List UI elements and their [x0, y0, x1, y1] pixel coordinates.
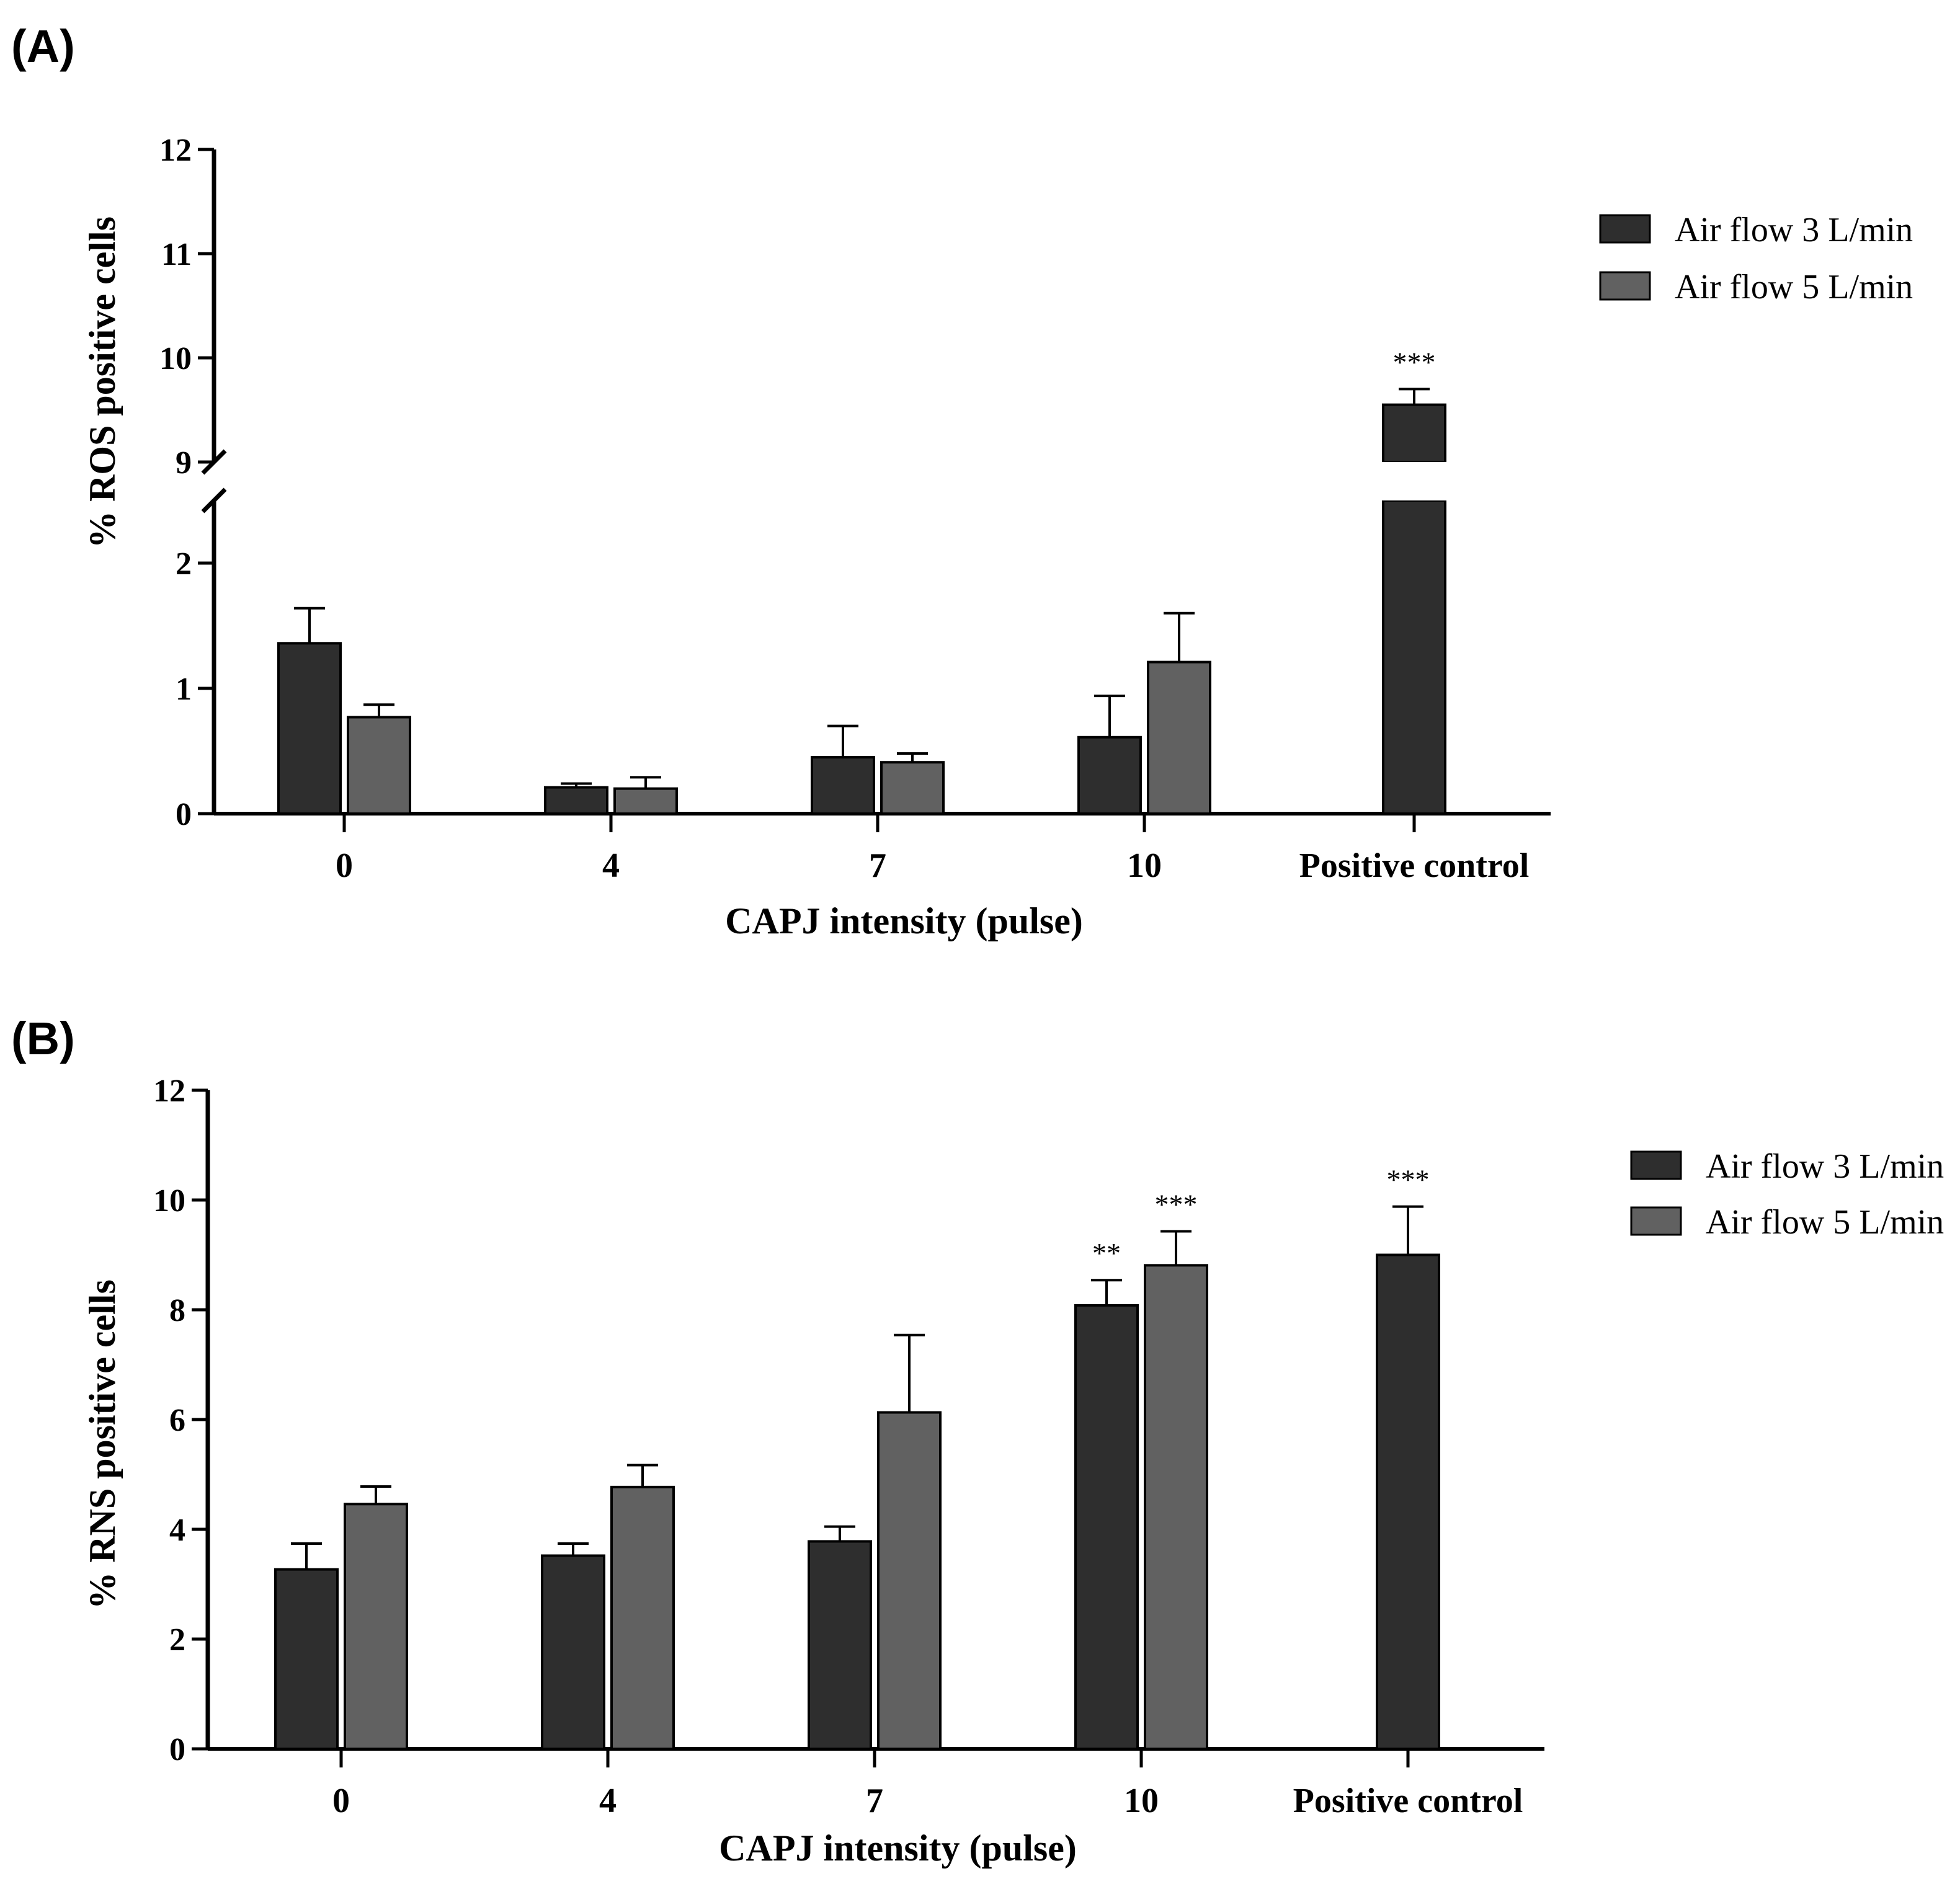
- y-tick-label: 4: [169, 1513, 185, 1548]
- y-axis-title: % ROS positive cells: [82, 216, 123, 548]
- bar: [811, 756, 875, 815]
- x-axis-title: CAPJ intensity (pulse): [725, 900, 1083, 941]
- legend-swatch: [1630, 1150, 1682, 1180]
- bar: [808, 1540, 872, 1750]
- bar: [1382, 403, 1446, 463]
- panel-label: (A): [11, 20, 75, 72]
- bar: [277, 642, 342, 816]
- x-tick-label: 4: [599, 1782, 617, 1820]
- bar: [877, 1411, 942, 1751]
- bar: [541, 1554, 605, 1750]
- panel-label: (B): [11, 1013, 75, 1064]
- panel-b: (B) 0 2 4 6 8 10 12 % RNS positive cells 0 4 7 10 Pos…: [11, 1013, 1944, 1869]
- bar: [1074, 1304, 1139, 1750]
- bar: [1147, 660, 1211, 815]
- bar: [1382, 499, 1446, 815]
- bar: [880, 761, 945, 816]
- legend-label: Air flow 5 L/min: [1706, 1203, 1944, 1242]
- bar: [610, 1485, 675, 1750]
- y-tick-label: 2: [169, 1622, 185, 1658]
- bar: [344, 1503, 408, 1751]
- bar: [544, 786, 608, 815]
- y-tick-label: 12: [159, 133, 192, 168]
- legend-swatch: [1630, 1206, 1682, 1236]
- x-tick-label: 10: [1124, 1782, 1159, 1820]
- legend-label: Air flow 3 L/min: [1675, 211, 1913, 249]
- axis-break-mark: [201, 487, 227, 513]
- y-tick-label: 12: [153, 1073, 185, 1109]
- x-tick-label: Positive control: [1293, 1782, 1523, 1820]
- y-tick-label: 0: [169, 1732, 185, 1767]
- y-tick-label: 8: [169, 1293, 185, 1328]
- y-tick-label: 1: [176, 672, 192, 707]
- bar: [613, 787, 678, 815]
- legend-label: Air flow 5 L/min: [1675, 268, 1913, 306]
- legend-swatch: [1599, 214, 1651, 244]
- y-tick-label: 10: [159, 341, 192, 376]
- bar: [274, 1568, 339, 1750]
- x-tick-label: 0: [332, 1782, 350, 1820]
- x-tick-label: 0: [336, 847, 353, 885]
- legend-label: Air flow 3 L/min: [1706, 1147, 1944, 1186]
- significance-label: **: [1092, 1237, 1121, 1269]
- significance-label: ***: [1155, 1188, 1198, 1220]
- y-tick-label: 0: [176, 797, 192, 832]
- bar-break-gap: [1381, 462, 1448, 500]
- x-tick-label: 10: [1127, 847, 1162, 885]
- x-tick-label: Positive control: [1299, 847, 1530, 885]
- y-tick-label: 10: [153, 1183, 185, 1219]
- significance-label: ***: [1387, 1164, 1430, 1196]
- legend-swatch: [1599, 271, 1651, 301]
- bar: [1077, 736, 1142, 816]
- bar: [347, 716, 411, 815]
- significance-label: ***: [1393, 346, 1436, 378]
- x-axis-title: CAPJ intensity (pulse): [719, 1828, 1077, 1869]
- x-tick-label: 7: [869, 847, 886, 885]
- bar: [1144, 1264, 1208, 1750]
- x-tick-label: 7: [866, 1782, 883, 1820]
- x-tick-label: 4: [602, 847, 620, 885]
- y-tick-label: 6: [169, 1403, 185, 1438]
- y-tick-label: 2: [176, 546, 192, 582]
- y-tick-label: 9: [176, 445, 192, 481]
- bar: [1376, 1253, 1440, 1750]
- y-tick-label: 11: [161, 237, 192, 272]
- y-axis-title: % RNS positive cells: [82, 1279, 123, 1609]
